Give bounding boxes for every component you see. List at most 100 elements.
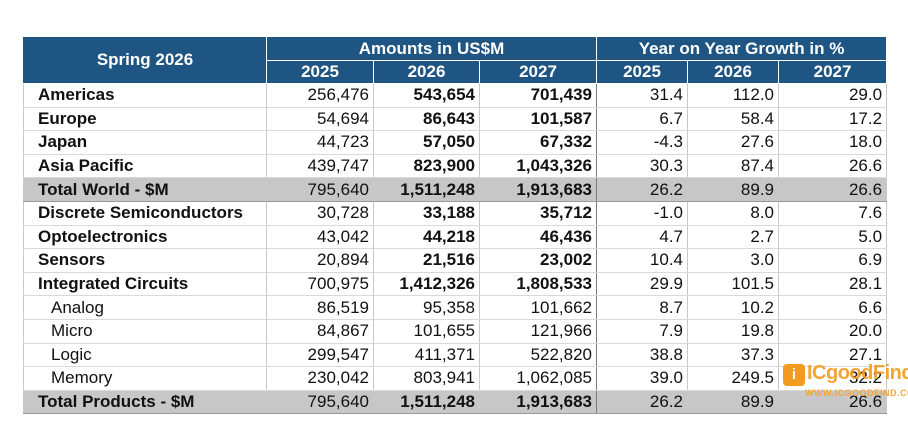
amount-cell: 701,439 [479, 83, 598, 108]
row-label: Europe [23, 107, 267, 132]
growth-cell: 5.0 [778, 225, 888, 250]
row-label: Logic [23, 343, 267, 368]
row-label: Americas [23, 83, 267, 108]
amount-cell: 101,587 [479, 107, 598, 132]
growth-cell: 3.0 [687, 248, 780, 273]
table-row: Analog 86,519 95,358 101,662 8.7 10.2 6.6 [23, 295, 888, 320]
amount-cell: 1,511,248 [373, 390, 480, 415]
growth-cell: 8.0 [687, 201, 780, 226]
growth-cell: 26.6 [778, 177, 888, 202]
amount-cell: 256,476 [266, 83, 374, 108]
watermark-logo-icon: i [783, 364, 805, 386]
amount-cell: 803,941 [373, 366, 480, 391]
row-label: Total World - $M [23, 177, 267, 202]
amount-cell: 1,412,326 [373, 272, 480, 297]
amount-cell: 44,218 [373, 225, 480, 250]
year-header-amount-2027: 2027 [478, 60, 598, 84]
amount-cell: 86,519 [266, 295, 374, 320]
growth-cell: 87.4 [687, 154, 780, 179]
amount-cell: 1,062,085 [479, 366, 598, 391]
growth-cell: 27.6 [687, 130, 780, 155]
growth-cell: 10.2 [687, 295, 780, 320]
amount-cell: 1,511,248 [373, 177, 480, 202]
amount-cell: 21,516 [373, 248, 480, 273]
growth-cell: 30.3 [596, 154, 689, 179]
row-label: Optoelectronics [23, 225, 267, 250]
growth-cell: 28.1 [778, 272, 888, 297]
amount-cell: 54,694 [266, 107, 374, 132]
row-label: Memory [23, 366, 267, 391]
table-row: Micro 84,867 101,655 121,966 7.9 19.8 20.0 [23, 319, 888, 344]
growth-cell: -1.0 [596, 201, 689, 226]
amount-cell: 543,654 [373, 83, 480, 108]
amount-cell: 35,712 [479, 201, 598, 226]
semiconductor-forecast-table-container: Spring 2026 Amounts in US$M Year on Year… [23, 36, 888, 415]
table-row: Memory 230,042 803,941 1,062,085 39.0 249.5 32… [23, 366, 888, 391]
table-row: Europe 54,694 86,643 101,587 6.7 58.4 17.2 [23, 107, 888, 132]
amount-cell: 299,547 [266, 343, 374, 368]
table-row: Americas 256,476 543,654 701,439 31.4 112.0 29… [23, 83, 888, 108]
growth-cell: 249.5 [687, 366, 780, 391]
growth-cell: 20.0 [778, 319, 888, 344]
growth-cell: 58.4 [687, 107, 780, 132]
growth-cell: 38.8 [596, 343, 689, 368]
table-row: Asia Pacific 439,747 823,900 1,043,326 30.3 8… [23, 154, 888, 179]
growth-cell: 6.9 [778, 248, 888, 273]
amount-cell: 30,728 [266, 201, 374, 226]
row-label: Total Products - $M [23, 390, 267, 415]
amount-cell: 1,913,683 [479, 390, 598, 415]
table-row: Total Products - $M 795,640 1,511,248 1,913… [23, 390, 888, 415]
amount-cell: 795,640 [266, 390, 374, 415]
amount-cell: 57,050 [373, 130, 480, 155]
growth-cell: 26.2 [596, 390, 689, 415]
table-row: Japan 44,723 57,050 67,332 -4.3 27.6 18.0 [23, 130, 888, 155]
growth-cell: 7.6 [778, 201, 888, 226]
growth-cell: 31.4 [596, 83, 689, 108]
year-header-growth-2027: 2027 [778, 60, 888, 84]
growth-cell: 27.1 [778, 343, 888, 368]
row-label: Micro [23, 319, 267, 344]
amount-cell: 230,042 [266, 366, 374, 391]
row-label: Integrated Circuits [23, 272, 267, 297]
growth-cell: 26.6 [778, 154, 888, 179]
table-body: Americas 256,476 543,654 701,439 31.4 112.0 29… [23, 83, 888, 415]
row-label: Asia Pacific [23, 154, 267, 179]
growth-cell: 29.9 [596, 272, 689, 297]
growth-cell: 39.0 [596, 366, 689, 391]
growth-cell: 19.8 [687, 319, 780, 344]
amount-cell: 46,436 [479, 225, 598, 250]
growth-cell: 89.9 [687, 177, 780, 202]
table-row: Sensors 20,894 21,516 23,002 10.4 3.0 6.9 [23, 248, 888, 273]
watermark-brand: ICgoodFind [807, 362, 908, 384]
growth-cell: 10.4 [596, 248, 689, 273]
table-row: Integrated Circuits 700,975 1,412,326 1,808… [23, 272, 888, 297]
row-label: Sensors [23, 248, 267, 273]
growth-cell: 6.7 [596, 107, 689, 132]
icgoodfind-watermark: i ICgoodFind WWW.ICGOODFIND.COM [783, 362, 908, 404]
growth-cell: 29.0 [778, 83, 888, 108]
table-row: Logic 299,547 411,371 522,820 38.8 37.3 27.1 [23, 343, 888, 368]
table-row: Total World - $M 795,640 1,511,248 1,913,68… [23, 177, 888, 202]
year-header-growth-2025: 2025 [596, 60, 689, 84]
amount-cell: 439,747 [266, 154, 374, 179]
semiconductor-forecast-table: Spring 2026 Amounts in US$M Year on Year… [23, 36, 888, 415]
growth-cell: 26.6 [778, 390, 888, 415]
amounts-group-header: Amounts in US$M [265, 36, 598, 61]
amount-cell: 1,808,533 [479, 272, 598, 297]
amount-cell: 84,867 [266, 319, 374, 344]
year-header-growth-2026: 2026 [687, 60, 780, 84]
growth-group-header: Year on Year Growth in % [596, 36, 888, 61]
amount-cell: 101,655 [373, 319, 480, 344]
amount-cell: 23,002 [479, 248, 598, 273]
amount-cell: 795,640 [266, 177, 374, 202]
amount-cell: 44,723 [266, 130, 374, 155]
row-label: Analog [23, 295, 267, 320]
growth-cell: 26.2 [596, 177, 689, 202]
amount-cell: 86,643 [373, 107, 480, 132]
amount-cell: 95,358 [373, 295, 480, 320]
amount-cell: 121,966 [479, 319, 598, 344]
amount-cell: 823,900 [373, 154, 480, 179]
growth-cell: 37.3 [687, 343, 780, 368]
table-row: Discrete Semiconductors 30,728 33,188 35,71… [23, 201, 888, 226]
growth-cell: 101.5 [687, 272, 780, 297]
